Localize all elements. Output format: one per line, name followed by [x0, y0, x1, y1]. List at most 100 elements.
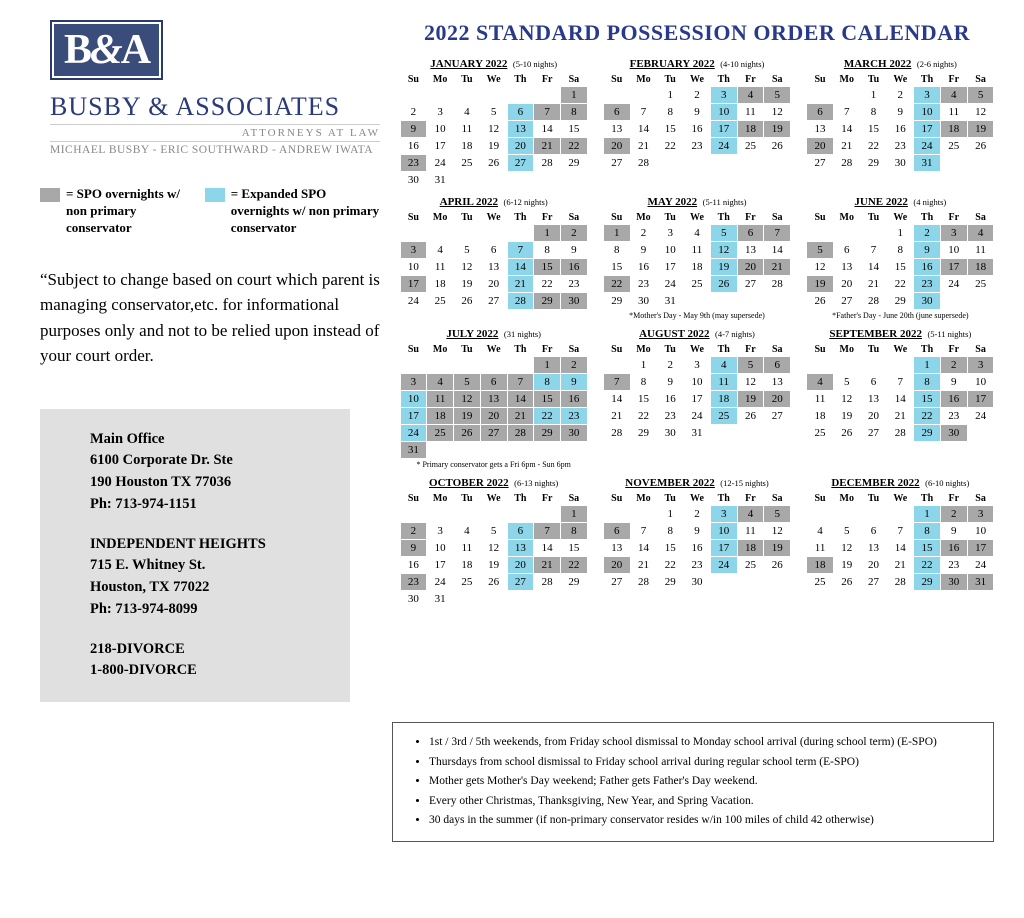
day-cell: 15 — [561, 121, 587, 137]
day-cell: 12 — [738, 374, 764, 390]
day-cell: 20 — [738, 259, 764, 275]
ind-label: INDEPENDENT HEIGHTS — [90, 534, 320, 556]
day-cell: 16 — [401, 138, 427, 154]
day-cell: 8 — [561, 523, 587, 539]
dow-header: Fr — [737, 492, 764, 505]
day-cell: 19 — [834, 408, 860, 424]
day-cell: 5 — [454, 374, 480, 390]
dow-header: Fr — [737, 343, 764, 356]
month-table: SuMoTuWeThFrSa12345678910111213141516171… — [603, 492, 790, 590]
contact-box: Main Office 6100 Corporate Dr. Ste 190 H… — [40, 409, 350, 703]
day-cell: 22 — [657, 557, 683, 573]
day-cell: 17 — [427, 138, 453, 154]
day-cell: 18 — [807, 557, 833, 573]
day-cell: 17 — [941, 259, 967, 275]
dow-header: Th — [710, 211, 737, 224]
dow-header: Fr — [940, 343, 967, 356]
legend: = SPO overnights w/ non primary conserva… — [30, 186, 380, 237]
day-cell: 26 — [481, 155, 507, 171]
dow-header: Tu — [657, 73, 684, 86]
day-cell: 29 — [604, 293, 630, 309]
day-cell: 4 — [427, 242, 453, 258]
day-cell: 9 — [401, 540, 427, 556]
day-cell: 17 — [401, 408, 427, 424]
rule-item: 1st / 3rd / 5th weekends, from Friday sc… — [429, 733, 979, 753]
dow-header: Sa — [561, 211, 588, 224]
day-cell: 11 — [968, 242, 994, 258]
day-cell: 8 — [534, 242, 560, 258]
dow-header: Su — [400, 73, 427, 86]
day-cell: 3 — [968, 357, 994, 373]
day-cell: 23 — [657, 408, 683, 424]
day-cell: 23 — [887, 138, 913, 154]
day-cell: 14 — [861, 259, 887, 275]
day-cell: 3 — [401, 242, 427, 258]
day-cell: 23 — [941, 408, 967, 424]
day-cell: 2 — [401, 523, 427, 539]
dow-header: Sa — [764, 73, 791, 86]
day-cell: 24 — [914, 138, 940, 154]
month-table: SuMoTuWeThFrSa12345678910111213141516171… — [603, 343, 790, 441]
day-cell: 2 — [684, 87, 710, 103]
day-cell: 29 — [861, 155, 887, 171]
day-cell: 4 — [807, 374, 833, 390]
day-cell: 14 — [631, 121, 657, 137]
dow-header: We — [480, 73, 507, 86]
day-cell: 10 — [914, 104, 940, 120]
day-cell: 24 — [941, 276, 967, 292]
firm-name: BUSBY & ASSOCIATES — [50, 92, 380, 122]
dow-header: Th — [507, 343, 534, 356]
day-cell: 26 — [834, 425, 860, 441]
day-cell: 19 — [764, 540, 790, 556]
day-cell: 27 — [764, 408, 790, 424]
month-table: SuMoTuWeThFrSa12345678910111213141516171… — [603, 211, 790, 309]
day-cell: 3 — [427, 104, 453, 120]
dow-header: Sa — [764, 211, 791, 224]
day-cell: 5 — [834, 523, 860, 539]
month-note: * Primary conservator gets a Fri 6pm - S… — [400, 460, 587, 469]
legend-swatch-blue — [205, 188, 225, 202]
day-cell: 7 — [534, 523, 560, 539]
dow-header: Sa — [764, 343, 791, 356]
day-cell: 5 — [711, 225, 737, 241]
dow-header: Sa — [967, 343, 994, 356]
day-cell: 12 — [454, 391, 480, 407]
day-cell: 11 — [454, 540, 480, 556]
day-cell: 31 — [968, 574, 994, 590]
dow-header: We — [684, 73, 711, 86]
day-cell: 2 — [631, 225, 657, 241]
day-cell: 16 — [941, 540, 967, 556]
day-cell: 7 — [604, 374, 630, 390]
day-cell: 2 — [684, 506, 710, 522]
dow-header: Sa — [561, 73, 588, 86]
day-cell: 10 — [401, 259, 427, 275]
dow-header: We — [684, 211, 711, 224]
day-cell: 16 — [684, 540, 710, 556]
day-cell: 28 — [534, 155, 560, 171]
day-cell: 15 — [561, 540, 587, 556]
month-table: SuMoTuWeThFrSa12345678910111213141516171… — [603, 73, 790, 171]
day-cell: 22 — [914, 408, 940, 424]
dow-header: Su — [603, 343, 630, 356]
day-cell: 3 — [657, 225, 683, 241]
day-cell: 14 — [508, 259, 534, 275]
month-table: SuMoTuWeThFrSa12345678910111213141516171… — [400, 73, 587, 188]
day-cell: 17 — [968, 391, 994, 407]
dow-header: We — [480, 343, 507, 356]
day-cell: 30 — [657, 425, 683, 441]
day-cell: 24 — [968, 408, 994, 424]
day-cell: 13 — [481, 259, 507, 275]
day-cell: 2 — [887, 87, 913, 103]
dow-header: Sa — [764, 492, 791, 505]
day-cell: 2 — [941, 506, 967, 522]
dow-header: Tu — [860, 211, 887, 224]
day-cell: 1 — [561, 506, 587, 522]
month-title: DECEMBER 2022 (6-10 nights) — [807, 477, 994, 489]
day-cell: 6 — [834, 242, 860, 258]
dow-header: Fr — [534, 73, 561, 86]
day-cell: 24 — [657, 276, 683, 292]
day-cell: 12 — [481, 540, 507, 556]
dow-header: Th — [507, 211, 534, 224]
dow-header: Su — [807, 492, 834, 505]
dow-header: Tu — [657, 492, 684, 505]
